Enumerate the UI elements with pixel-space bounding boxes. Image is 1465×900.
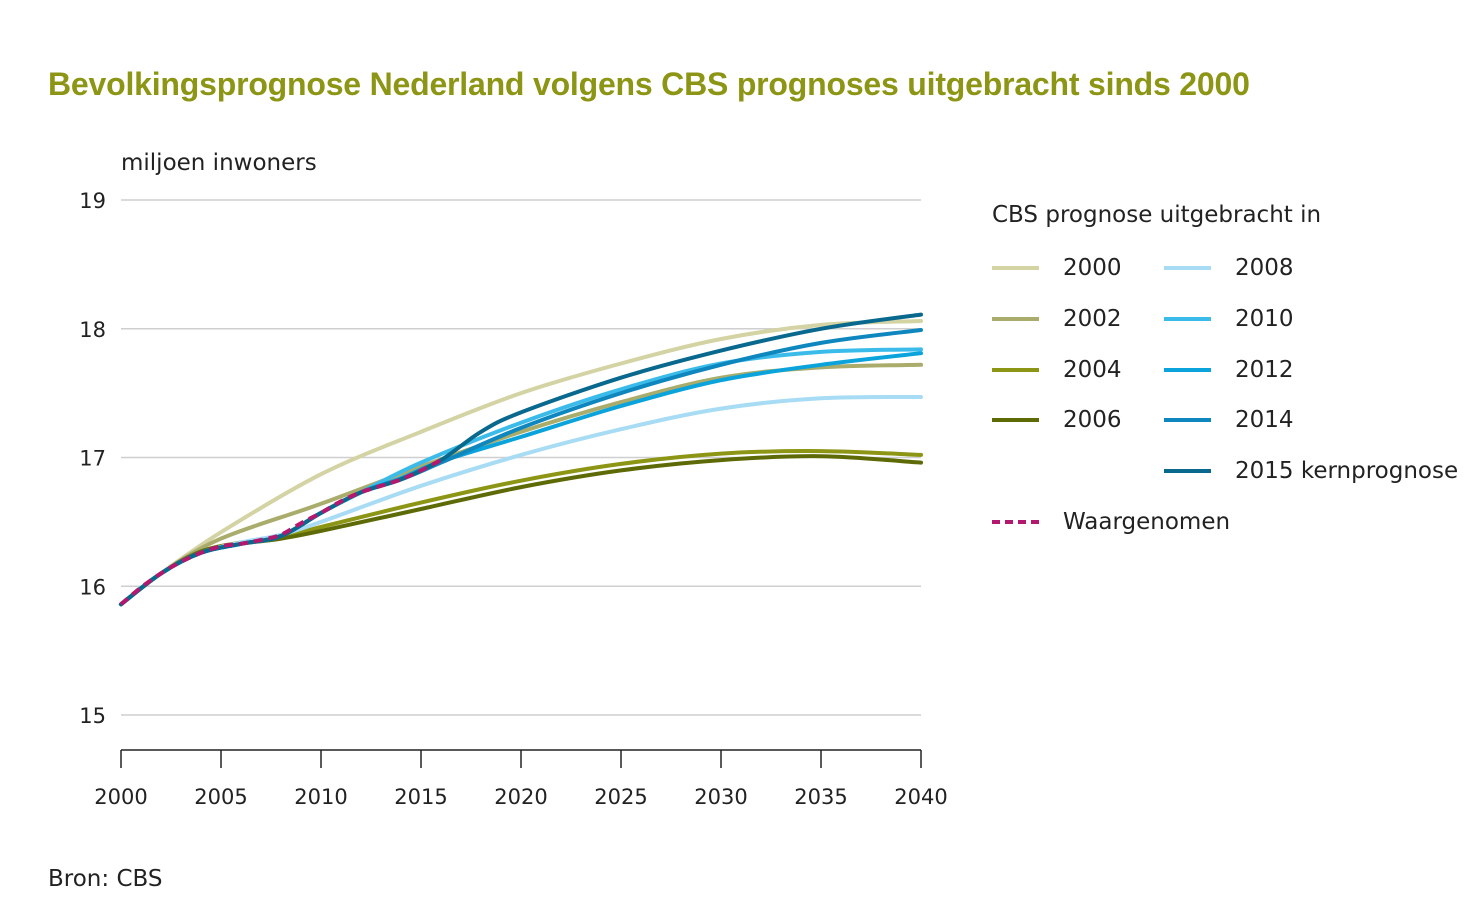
series-line-2015-kernprognose [119,312,923,607]
legend-label: 2014 [1235,407,1294,433]
legend-label: 2002 [1063,306,1122,332]
legend-item: 2008 [1164,255,1294,281]
legend-label: 2006 [1063,407,1122,433]
legend-label: 2012 [1235,357,1294,383]
y-tick-label: 17 [79,447,106,471]
legend-item: 2004 [992,357,1122,383]
x-tick-label: 2040 [894,785,947,809]
legend-item: 2010 [1164,306,1294,332]
x-tick-label: 2020 [494,785,547,809]
series-lines [119,312,923,607]
legend-label: Waargenomen [1063,509,1231,535]
series-line-waargenomen [119,458,442,606]
y-tick-label: 15 [79,704,106,728]
legend-swatch [1164,368,1211,372]
x-tick-label: 2030 [694,785,747,809]
y-tick-label: 19 [79,189,106,213]
legend-item: Waargenomen [992,509,1230,535]
legend-swatch [992,368,1039,372]
legend-swatch [1164,418,1211,422]
legend-item: 2012 [1164,357,1294,383]
legend-swatch [992,266,1039,270]
chart-title: Bevolkingsprognose Nederland volgens CBS… [48,66,1250,102]
y-axis-unit-label: miljoen inwoners [121,150,317,176]
x-tick-label: 2010 [294,785,347,809]
legend-swatch [992,520,1039,524]
series-line-2000 [119,319,923,607]
legend-item: 2015 kernprognose [1164,458,1458,484]
source-note: Bron: CBS [48,866,163,892]
legend-label: 2015 kernprognose [1235,458,1459,484]
legend-swatch [992,418,1039,422]
legend-swatch [1164,469,1211,473]
legend-item: 2006 [992,407,1122,433]
legend-label: 2008 [1235,255,1294,281]
y-tick-label: 16 [79,575,106,599]
x-tick-label: 2005 [194,785,247,809]
legend-item: 2000 [992,255,1122,281]
x-tick-label: 2035 [794,785,847,809]
y-axis: 15 16 17 18 19 [79,189,106,728]
series-line-2010 [119,347,923,607]
legend-label: 2010 [1235,306,1294,332]
x-tick-label: 2025 [594,785,647,809]
legend-title: CBS prognose uitgebracht in [992,202,1322,228]
legend-swatch [1164,317,1211,321]
x-axis: 2000 2005 2010 2015 2020 2025 2030 2035 2040 [94,749,948,809]
legend-label: 2004 [1063,357,1122,383]
legend-item: 2002 [992,306,1122,332]
x-tick-label: 2015 [394,785,447,809]
x-tick-label: 2000 [94,785,147,809]
legend-swatch [1164,266,1211,270]
legend-swatch [992,317,1039,321]
y-tick-label: 18 [79,318,106,342]
series-line-2004 [119,449,923,607]
legend-item: 2014 [1164,407,1294,433]
legend-label: 2000 [1063,255,1122,281]
series-line-2014 [119,328,923,607]
